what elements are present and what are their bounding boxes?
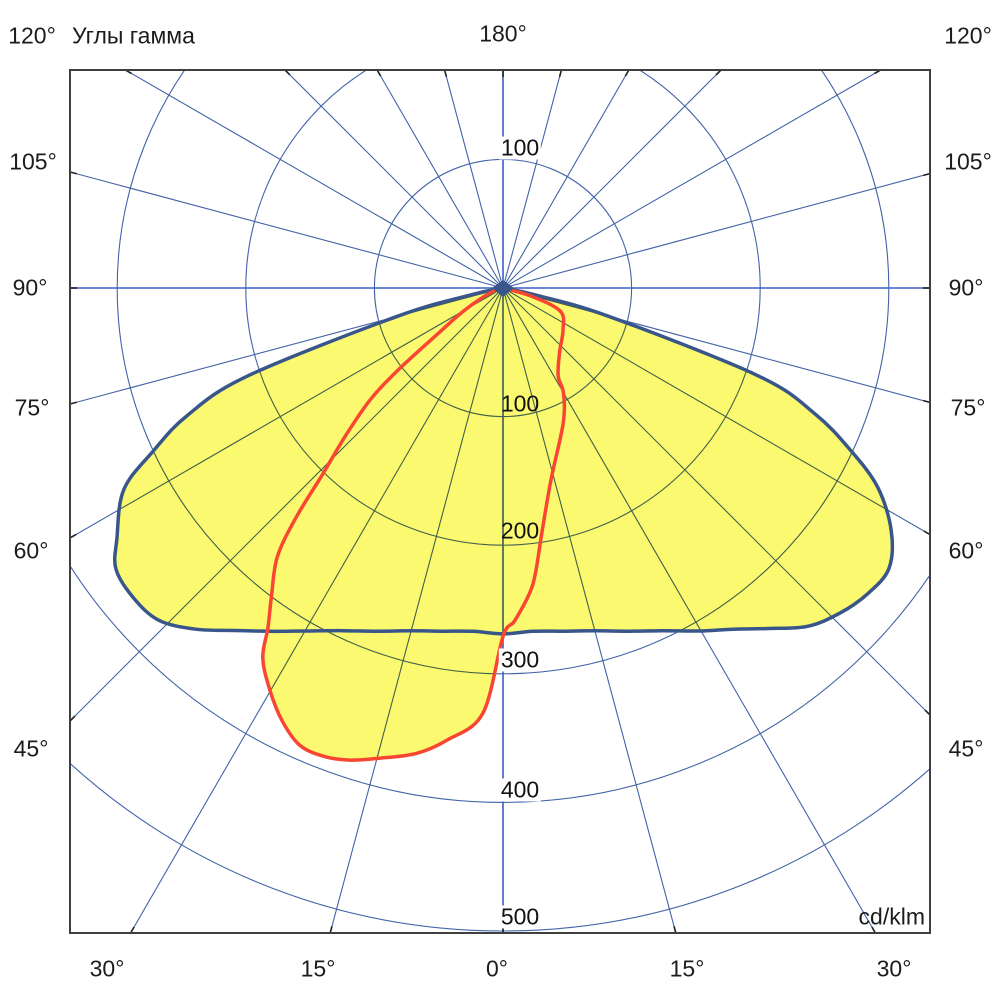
ring-value-label-1: 100 [500, 390, 540, 417]
gamma-angle-label-top-1: 180° [479, 20, 527, 47]
border-tick-2 [871, 926, 877, 934]
border-tick-14 [376, 69, 382, 77]
ring-value-label-0: 100 [498, 134, 542, 161]
gamma-ray-165 [502, 70, 562, 289]
gamma-ray-120 [502, 70, 881, 289]
unit-label: cd/klm [858, 903, 925, 930]
chart-title: Углы гамма [72, 22, 195, 49]
ring-value-label-2: 200 [500, 517, 540, 544]
gamma-angle-label-bottom-1: 15° [300, 955, 336, 982]
gamma-ray-225 [284, 70, 504, 289]
border-tick-4 [923, 530, 931, 536]
border-tick-7 [923, 172, 931, 177]
gamma-angle-label-left-1: 90° [12, 274, 48, 301]
gamma-angle-label-bottom-3: 15° [669, 955, 705, 982]
ring-value-label-3: 300 [498, 646, 542, 673]
border-tick-19 [69, 401, 77, 405]
gamma-angle-label-bottom-4: 30° [876, 955, 912, 982]
border-tick-1 [673, 926, 677, 934]
border-tick-11 [558, 69, 563, 77]
red-curve-outline [261, 286, 567, 762]
gamma-ray-210 [376, 70, 504, 289]
gamma-angle-label-top-2: 120° [944, 22, 992, 49]
gamma-ray-330 [130, 287, 504, 933]
gamma-ray-300 [70, 287, 504, 539]
gamma-ray-255 [70, 171, 504, 289]
border-tick-13 [443, 69, 448, 77]
gamma-angle-label-right-0: 105° [944, 148, 992, 175]
plot-area [70, 70, 930, 933]
gamma-ray-15 [502, 287, 677, 933]
border-tick-10 [624, 69, 630, 77]
gamma-ray-345 [329, 287, 504, 933]
ring-300 [116, 70, 890, 675]
border-tick-20 [69, 533, 77, 539]
gamma-ray-105 [502, 173, 930, 289]
gamma-angle-label-right-3: 60° [948, 537, 984, 564]
ring-value-label-4: 400 [498, 776, 542, 803]
gamma-ray-75 [502, 287, 930, 403]
border-tick-23 [329, 926, 333, 934]
polar-grid [70, 70, 930, 933]
gamma-ray-135 [502, 70, 722, 289]
ring-400 [70, 564, 930, 803]
gamma-angle-label-left-3: 60° [13, 537, 49, 564]
gamma-angle-label-left-2: 75° [14, 394, 50, 421]
ring-value-label-5: 500 [498, 903, 542, 930]
gamma-ray-60 [502, 287, 930, 536]
ring-200 [245, 70, 761, 546]
gamma-angle-label-bottom-2: 0° [486, 955, 508, 982]
gamma-ray-45 [502, 287, 930, 716]
gamma-angle-label-bottom-0: 30° [89, 955, 125, 982]
center-marker [492, 280, 514, 297]
gamma-angle-label-left-0: 105° [9, 148, 57, 175]
gamma-ray-195 [444, 70, 504, 289]
gamma-ray-315 [70, 287, 504, 722]
gamma-angle-label-right-1: 90° [948, 274, 984, 301]
gamma-angle-label-right-4: 45° [948, 735, 984, 762]
gamma-angle-label-left-4: 45° [13, 735, 49, 762]
plot-border [69, 69, 931, 934]
gamma-ray-150 [502, 70, 630, 289]
border-tick-17 [69, 171, 77, 175]
gamma-angle-label-top-0: 120° [8, 22, 56, 49]
gamma-ray-240 [125, 70, 504, 289]
gamma-ray-285 [70, 287, 504, 405]
gamma-angle-label-right-2: 75° [950, 394, 986, 421]
border-tick-22 [129, 926, 135, 934]
border-tick-5 [923, 399, 931, 404]
